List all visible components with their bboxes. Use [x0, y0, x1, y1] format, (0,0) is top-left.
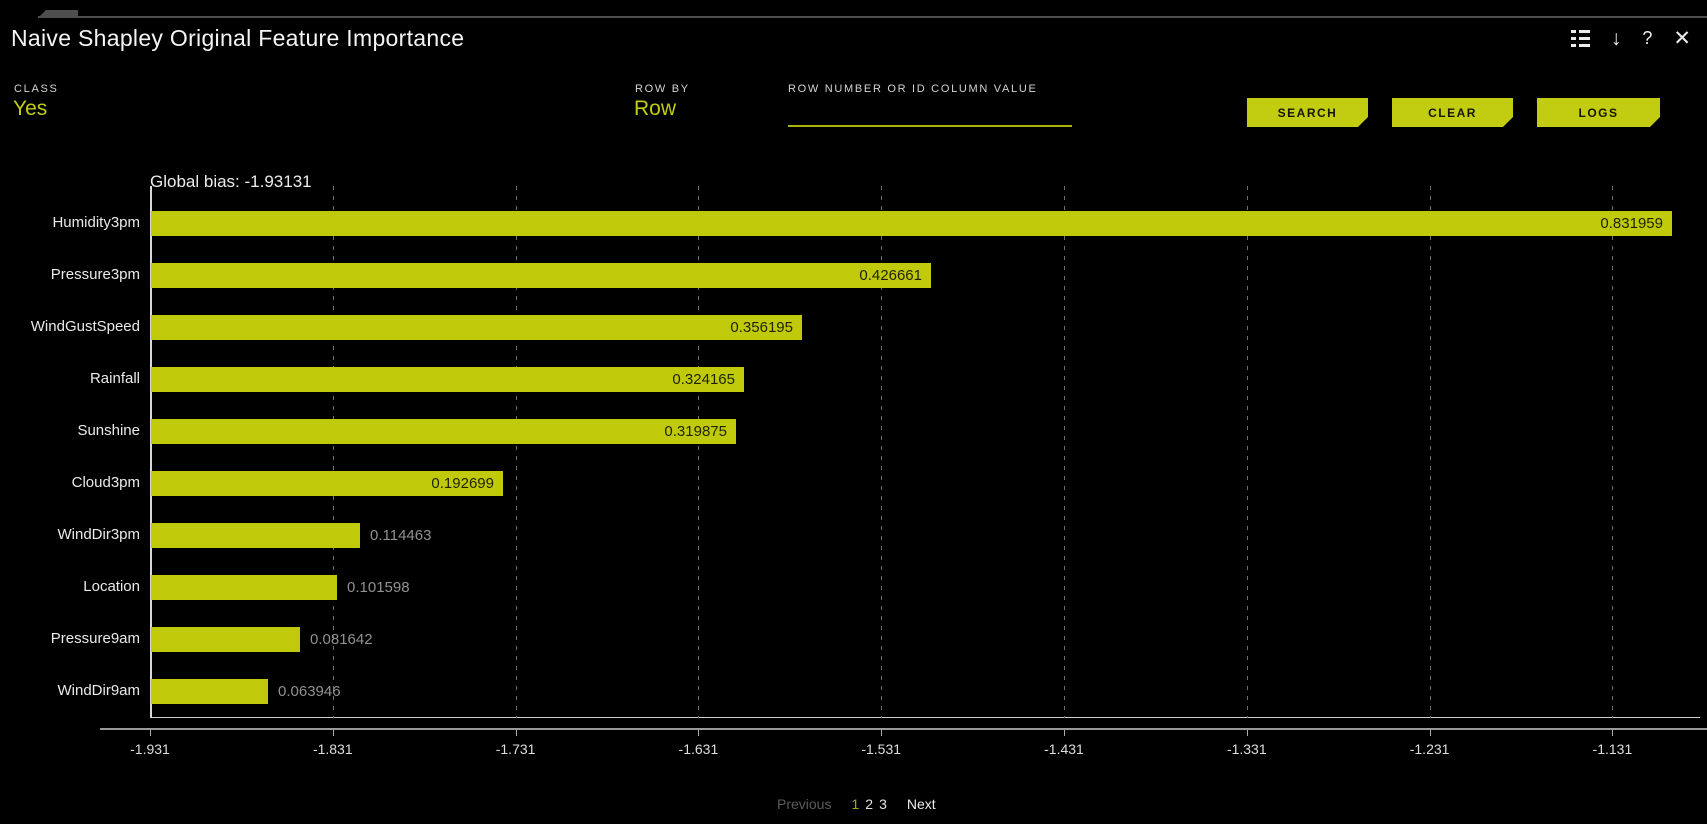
axis-tick	[515, 730, 517, 736]
axis-tick	[150, 730, 151, 736]
display-options-icon[interactable]	[1570, 29, 1590, 47]
axis-tick	[1246, 730, 1248, 736]
bar-category-label: Pressure3pm	[50, 266, 140, 283]
gridline	[1246, 186, 1248, 718]
axis-tick-label: -1.431	[1044, 741, 1084, 757]
pagination-page[interactable]: 3	[879, 796, 887, 812]
bar-category-label: WindGustSpeed	[30, 318, 140, 335]
row-by-value[interactable]: Row	[634, 97, 677, 120]
bar-category-label: Sunshine	[77, 422, 140, 439]
gridline	[1429, 186, 1431, 718]
axis-tick-label: -1.731	[495, 741, 536, 757]
bar-value-label: 0.114463	[370, 527, 432, 544]
axis-tick	[332, 730, 334, 736]
page-title: Naive Shapley Original Feature Importanc…	[11, 25, 465, 51]
axis-tick-label: -1.631	[678, 741, 719, 757]
clear-button[interactable]: CLEAR	[1392, 98, 1513, 127]
bar[interactable]: 0.831959	[151, 211, 1672, 236]
y-axis-line	[150, 186, 152, 718]
bar-category-label: WindDir9am	[57, 682, 140, 699]
toolbar: ↓ ? ✕	[1570, 26, 1691, 50]
gridline	[515, 186, 517, 718]
axis-tick	[698, 730, 700, 736]
list-icon-row	[1570, 37, 1590, 40]
row-by-label: ROW BY	[635, 83, 690, 95]
bar[interactable]: 0.192699	[151, 471, 503, 496]
x-axis-line	[100, 728, 1707, 730]
search-button[interactable]: SEARCH	[1247, 98, 1368, 127]
row-search-label: ROW NUMBER OR ID COLUMN VALUE	[788, 83, 1038, 95]
list-icon-row	[1570, 44, 1590, 47]
gridline	[1064, 186, 1065, 718]
bar[interactable]	[151, 523, 360, 548]
bar-value-label: 0.831959	[1600, 215, 1663, 232]
pagination-previous[interactable]: Previous	[777, 796, 832, 812]
axis-tick	[1064, 730, 1065, 736]
bar-category-label: WindDir3pm	[57, 526, 140, 543]
axis-tick-label: -1.531	[861, 741, 902, 757]
gridline	[698, 186, 700, 718]
help-icon[interactable]: ?	[1642, 28, 1653, 48]
bar-category-label: Location	[83, 578, 140, 595]
download-icon[interactable]: ↓	[1610, 26, 1622, 50]
bar[interactable]	[151, 575, 337, 600]
bar-value-label: 0.081642	[310, 631, 373, 648]
list-icon-row	[1570, 30, 1590, 33]
gridline	[881, 186, 883, 718]
bar-value-label: 0.319875	[664, 423, 727, 440]
axis-tick	[1612, 730, 1614, 736]
axis-tick-label: -1.131	[1592, 741, 1633, 757]
class-label: CLASS	[14, 83, 59, 95]
bar[interactable]	[151, 679, 268, 704]
bar-category-label: Rainfall	[89, 370, 140, 387]
axis-tick-label: -1.931	[130, 741, 170, 757]
axis-tick-label: -1.831	[312, 741, 353, 757]
bar[interactable]: 0.319875	[151, 419, 736, 444]
bar-value-label: 0.356195	[730, 319, 793, 336]
axis-tick	[1429, 730, 1431, 736]
plot-bottom-border	[150, 717, 1700, 718]
class-value[interactable]: Yes	[13, 97, 48, 120]
bar[interactable]: 0.324165	[151, 367, 744, 392]
bar-value-label: 0.063946	[278, 683, 341, 700]
bar-value-label: 0.426661	[859, 267, 922, 284]
bar[interactable]: 0.356195	[151, 315, 802, 340]
pagination-next[interactable]: Next	[906, 796, 936, 812]
bar-value-label: 0.101598	[347, 579, 410, 596]
window-edge-line	[38, 16, 1707, 18]
axis-tick	[881, 730, 883, 736]
axis-tick-label: -1.231	[1409, 741, 1450, 757]
global-bias-label: Global bias: -1.93131	[150, 172, 312, 191]
bar-category-label: Pressure9am	[50, 630, 140, 647]
row-search-input[interactable]	[788, 100, 1072, 127]
bar-category-label: Humidity3pm	[52, 214, 140, 231]
bar[interactable]	[151, 627, 300, 652]
gridline	[332, 186, 334, 718]
gridline	[1612, 186, 1614, 718]
logs-button[interactable]: LOGS	[1537, 98, 1660, 127]
bar-value-label: 0.324165	[672, 371, 735, 388]
bar-category-label: Cloud3pm	[71, 474, 140, 491]
pagination-page[interactable]: 1	[851, 796, 860, 812]
close-icon[interactable]: ✕	[1673, 26, 1691, 50]
axis-tick-label: -1.331	[1226, 741, 1267, 757]
window-edge-tab	[38, 10, 78, 18]
bar-value-label: 0.192699	[431, 475, 494, 492]
bar[interactable]: 0.426661	[151, 263, 931, 288]
pagination-page[interactable]: 2	[865, 796, 874, 812]
